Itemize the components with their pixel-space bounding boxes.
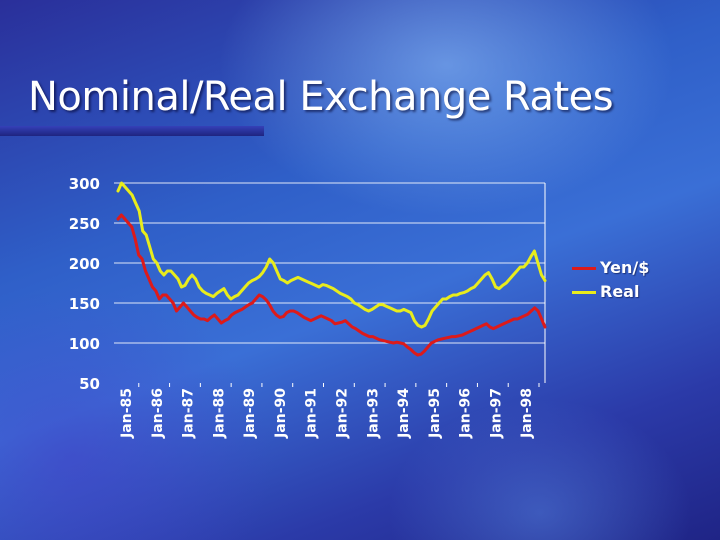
grid-lines <box>114 182 545 344</box>
x-tick-label: Jan-92 <box>335 388 351 439</box>
y-tick-label: 200 <box>69 255 100 273</box>
x-tick-label: Jan-98 <box>519 388 535 439</box>
y-tick-label: 300 <box>69 175 100 193</box>
y-tick-label: 250 <box>69 215 100 233</box>
y-tick-labels: 300 250 200 150 100 50 <box>69 175 100 393</box>
y-tick-label: 100 <box>69 335 100 353</box>
x-tick-label: Jan-88 <box>211 388 227 439</box>
legend-swatch-yen <box>572 267 596 270</box>
legend-swatch-real <box>572 291 596 294</box>
y-tick-label: 50 <box>79 375 100 393</box>
x-tick-label: Jan-94 <box>396 388 412 439</box>
x-tick-label: Jan-89 <box>242 388 258 439</box>
series-lines <box>116 181 547 357</box>
series-line-real <box>116 181 547 329</box>
x-tick-label: Jan-91 <box>304 388 320 439</box>
x-tick-label: Jan-95 <box>427 388 443 439</box>
page-title: Nominal/Real Exchange Rates <box>28 74 614 120</box>
title-underline <box>0 126 264 136</box>
series-line-yen <box>116 213 547 357</box>
x-tick-label: Jan-87 <box>181 388 197 439</box>
legend-label-yen: Yen/$ <box>600 258 650 277</box>
x-tick-labels: Jan-85 Jan-86 Jan-87 Jan-88 Jan-89 Jan-90 Jan-… <box>119 388 535 439</box>
x-tick-label: Jan-86 <box>150 388 166 439</box>
x-tick-label: Jan-90 <box>273 388 289 439</box>
x-tick-label: Jan-85 <box>119 388 135 439</box>
axes <box>138 183 546 387</box>
legend-label-real: Real <box>600 282 640 301</box>
x-tick-label: Jan-96 <box>458 388 474 439</box>
x-tick-label: Jan-93 <box>365 388 381 439</box>
y-tick-label: 150 <box>69 295 100 313</box>
x-tick-label: Jan-97 <box>488 388 504 439</box>
